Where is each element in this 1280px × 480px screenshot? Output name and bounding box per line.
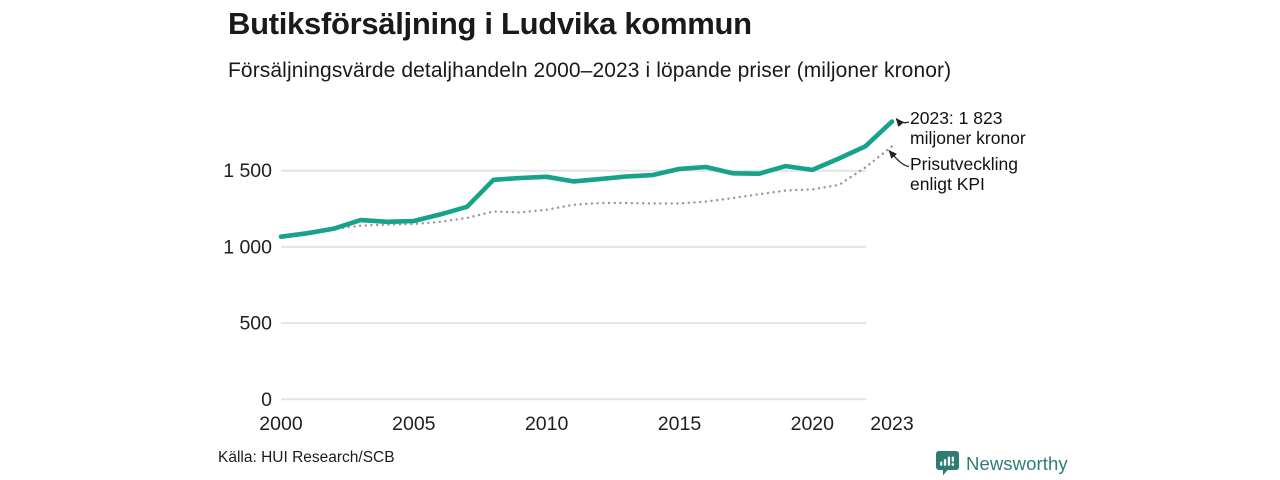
annotation-kpi-line1: Prisutveckling bbox=[910, 154, 1018, 174]
arrow-to-kpi-line-tip bbox=[888, 150, 910, 168]
chart-title: Butiksförsäljning i Ludvika kommun bbox=[228, 6, 752, 41]
annotation-2023-value-line2: miljoner kronor bbox=[910, 128, 1026, 148]
kpi-price-line bbox=[279, 145, 894, 238]
x-tick-label: 2000 bbox=[259, 413, 303, 435]
y-tick-label: 1 000 bbox=[223, 236, 272, 258]
sales-value-line bbox=[278, 119, 895, 239]
brand-text: Newsworthy bbox=[966, 452, 1068, 474]
x-tick-label: 2015 bbox=[658, 413, 702, 435]
y-tick-label: 500 bbox=[239, 313, 272, 335]
newsworthy-icon bbox=[936, 451, 959, 476]
speech-bubble-shape bbox=[936, 451, 959, 476]
mini-bar-chart-glyph bbox=[940, 456, 955, 466]
annotation-2023-value-line1: 2023: 1 823 bbox=[910, 108, 1003, 128]
newsworthy-logo[interactable]: Newsworthy bbox=[936, 451, 1068, 476]
annotation-kpi-line2: enligt KPI bbox=[910, 174, 985, 194]
x-tick-label: 2010 bbox=[525, 413, 569, 435]
x-tick-label: 2020 bbox=[791, 413, 835, 435]
source-note: Källa: HUI Research/SCB bbox=[218, 449, 395, 466]
x-tick-label: 2005 bbox=[392, 413, 436, 435]
annotation-arrows bbox=[888, 118, 910, 168]
plot-layer: 0 500 1 000 1 500 2000 2005 2010 2015 2020 2023 bbox=[223, 119, 914, 435]
y-tick-label: 0 bbox=[261, 389, 272, 411]
chart-subtitle: Försäljningsvärde detaljhandeln 2000–202… bbox=[228, 59, 952, 82]
x-tick-label: 2023 bbox=[870, 413, 913, 435]
arrow-to-sales-line-tip bbox=[895, 118, 910, 127]
annotation-2023-value: 2023: 1 823 miljoner kronor bbox=[910, 108, 1026, 148]
y-tick-label: 1 500 bbox=[223, 160, 272, 182]
annotation-kpi: Prisutveckling enligt KPI bbox=[910, 154, 1018, 194]
